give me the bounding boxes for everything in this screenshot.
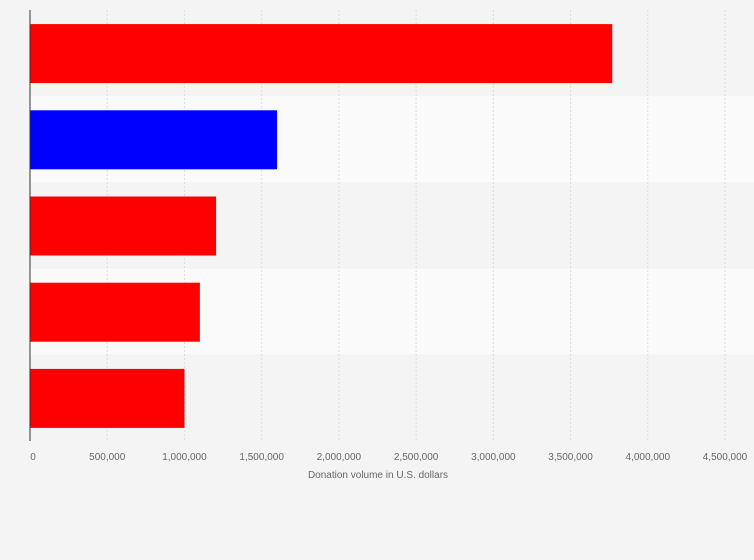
- x-tick-label: 1,500,000: [239, 452, 284, 463]
- x-tick-label: 4,000,000: [626, 452, 671, 463]
- x-tick-label: 2,500,000: [394, 452, 439, 463]
- x-axis-ticks: 0 500,000 1,000,000 1,500,000 2,000,000 2,500…: [30, 452, 747, 463]
- x-tick-label: 3,500,000: [548, 452, 593, 463]
- x-axis-title: Donation volume in U.S. dollars: [308, 470, 448, 481]
- x-tick-label: 1,000,000: [162, 452, 207, 463]
- bar[interactable]: [30, 282, 200, 342]
- bars: [30, 24, 613, 428]
- x-tick-label: 3,000,000: [471, 452, 516, 463]
- x-tick-label: 4,500,000: [703, 452, 748, 463]
- bar[interactable]: [30, 24, 613, 84]
- x-tick-label: 0: [30, 452, 36, 463]
- bar[interactable]: [30, 196, 217, 256]
- x-tick-label: 500,000: [89, 452, 126, 463]
- bar[interactable]: [30, 110, 278, 170]
- x-tick-label: 2,000,000: [317, 452, 362, 463]
- bar[interactable]: [30, 368, 185, 428]
